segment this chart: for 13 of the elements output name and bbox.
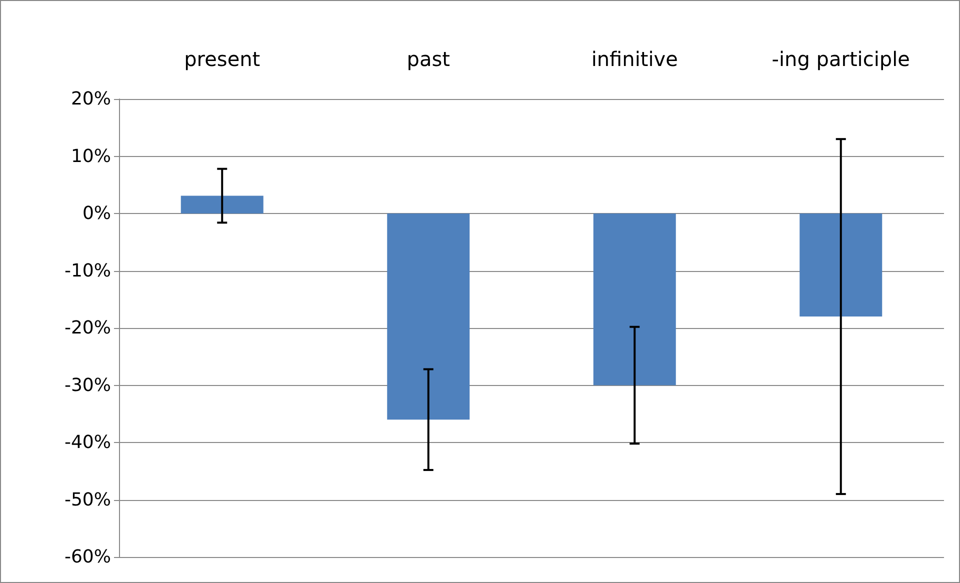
y-tick-label: 20% bbox=[70, 88, 111, 110]
y-tick-label: 10% bbox=[70, 146, 111, 167]
x-tick-label: past bbox=[406, 47, 450, 71]
y-tick-label: 0% bbox=[82, 203, 111, 224]
y-tick-label: -30% bbox=[64, 374, 111, 396]
y-tick-label: -10% bbox=[64, 260, 111, 282]
x-tick-label: present bbox=[184, 47, 260, 71]
y-tick-label: -40% bbox=[64, 432, 111, 453]
y-tick-label: -50% bbox=[64, 489, 111, 510]
y-tick-label: -20% bbox=[64, 318, 111, 338]
x-tick-label: infinitive bbox=[591, 47, 678, 71]
y-tick-label: -60% bbox=[64, 546, 111, 568]
x-tick-label: -ing participle bbox=[772, 47, 910, 71]
